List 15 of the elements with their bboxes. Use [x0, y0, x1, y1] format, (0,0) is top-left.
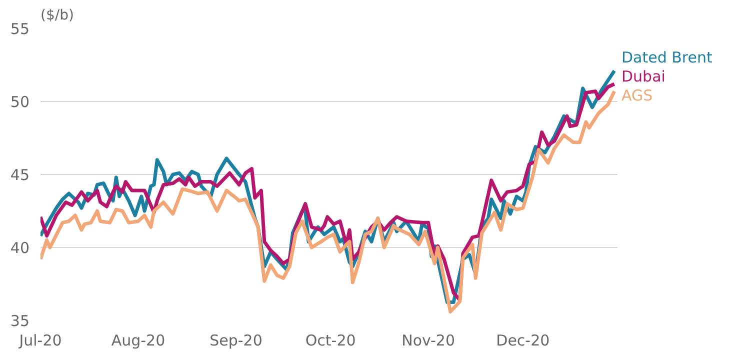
- y-axis-title: ($/b): [40, 8, 74, 24]
- series-label: Dated Brent: [622, 48, 713, 67]
- x-tick-label: Oct-20: [305, 332, 356, 350]
- series-label: AGS: [622, 86, 653, 105]
- series-label: Dubai: [622, 68, 666, 86]
- y-tick-label: 50: [10, 93, 30, 111]
- y-tick-label: 40: [10, 239, 30, 257]
- y-tick-label: 35: [10, 312, 30, 330]
- x-tick-label: Sep-20: [210, 332, 262, 350]
- x-tick-label: Aug-20: [111, 332, 166, 350]
- x-tick-label: Jul-20: [18, 332, 62, 350]
- y-tick-label: 45: [10, 166, 30, 184]
- y-tick-label: 55: [10, 20, 30, 38]
- x-tick-label: Nov-20: [402, 332, 456, 350]
- x-tick-label: Dec-20: [496, 332, 550, 350]
